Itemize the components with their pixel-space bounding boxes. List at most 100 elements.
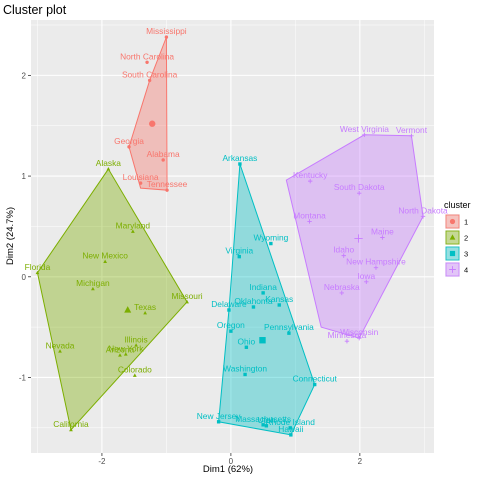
legend-label-3: 3 bbox=[464, 250, 468, 259]
point-oregon bbox=[229, 329, 233, 333]
point-label-texas: Texas bbox=[134, 302, 156, 312]
legend-marker-4 bbox=[449, 266, 456, 273]
point-label-arkansas: Arkansas bbox=[222, 153, 257, 163]
point-label-new-jersey: New Jersey bbox=[197, 411, 242, 421]
legend-label-2: 2 bbox=[464, 234, 468, 243]
point-wyoming bbox=[269, 241, 273, 246]
point-utah bbox=[264, 424, 269, 428]
point-vermont bbox=[409, 133, 414, 139]
point-label-hawaii: Hawaii bbox=[278, 424, 303, 434]
legend-title: cluster bbox=[444, 200, 471, 210]
point-label-south-carolina: South Carolina bbox=[122, 69, 178, 79]
point-label-delaware: Delaware bbox=[211, 299, 247, 309]
point-tennessee bbox=[165, 188, 169, 192]
y-tick-label: 0 bbox=[22, 273, 27, 282]
point-label-connecticut: Connecticut bbox=[293, 374, 338, 384]
point-label-wisconsin: Wisconsin bbox=[340, 327, 379, 337]
point-label-louisiana: Louisiana bbox=[123, 172, 159, 182]
point-label-arizona: Arizona bbox=[106, 344, 135, 354]
point-washington bbox=[243, 372, 247, 377]
point-label-oregon: Oregon bbox=[217, 320, 245, 330]
point-label-kentucky: Kentucky bbox=[293, 170, 328, 180]
legend-marker-3 bbox=[449, 250, 456, 257]
point-label-virginia: Virginia bbox=[225, 246, 253, 256]
point-label-oklahoma: Oklahoma bbox=[234, 296, 273, 306]
point-florida bbox=[35, 270, 40, 275]
point-label-michigan: Michigan bbox=[76, 278, 110, 288]
point-louisiana bbox=[138, 181, 143, 185]
x-tick-label: 0 bbox=[229, 457, 234, 466]
point-arkansas bbox=[238, 162, 242, 166]
point-michigan bbox=[91, 286, 95, 291]
point-minnesota bbox=[344, 339, 350, 344]
cluster-center-2 bbox=[124, 306, 132, 313]
point-label-illinois: Illinois bbox=[124, 334, 147, 344]
cluster-center-1 bbox=[149, 120, 156, 127]
point-georgia bbox=[127, 145, 131, 149]
x-axis-ticks: -2 0 2 bbox=[98, 453, 363, 466]
point-south-dakota bbox=[356, 190, 362, 196]
point-kentucky bbox=[307, 178, 313, 184]
point-new-york bbox=[123, 352, 128, 356]
point-colorado bbox=[132, 373, 137, 377]
x-tick-label: 2 bbox=[358, 457, 363, 466]
point-label-pennsylvania: Pennsylvania bbox=[264, 322, 314, 332]
x-axis-label: Dim1 (62%) bbox=[203, 464, 253, 475]
point-label-tennessee: Tennessee bbox=[147, 179, 188, 189]
point-label-north-carolina: North Carolina bbox=[120, 51, 174, 61]
point-new-hampshire bbox=[373, 265, 379, 270]
y-tick-label: 2 bbox=[22, 71, 27, 80]
point-virginia bbox=[237, 254, 241, 259]
point-label-maryland: Maryland bbox=[116, 220, 151, 230]
cluster-hull-3 bbox=[218, 163, 316, 436]
point-label-alaska: Alaska bbox=[96, 158, 121, 168]
point-label-colorado: Colorado bbox=[118, 364, 152, 374]
point-label-maine: Maine bbox=[371, 227, 394, 237]
point-label-new-mexico: New Mexico bbox=[82, 251, 128, 261]
point-label-west-virginia: West Virginia bbox=[340, 124, 389, 134]
point-label-alabama: Alabama bbox=[147, 149, 180, 159]
point-label-california: California bbox=[53, 419, 89, 429]
point-label-rhode-island: Rhode Island bbox=[266, 417, 316, 427]
point-alaska bbox=[106, 166, 111, 171]
point-label-new-york: New York bbox=[108, 343, 144, 353]
point-label-mississippi: Mississippi bbox=[146, 26, 187, 36]
cluster-center-3 bbox=[259, 337, 266, 344]
legend-marker-2 bbox=[449, 234, 456, 240]
point-labels: Mississippi North Carolina South Carolina G… bbox=[25, 26, 448, 434]
point-illinois bbox=[134, 343, 138, 347]
point-label-nevada: Nevada bbox=[46, 340, 75, 350]
x-tick-label: -2 bbox=[98, 457, 106, 466]
point-ohio bbox=[244, 345, 249, 349]
point-label-new-hampshire: New Hampshire bbox=[346, 257, 406, 267]
chart-title: Cluster plot bbox=[3, 3, 67, 17]
point-north-dakota bbox=[420, 214, 426, 219]
legend-label-4: 4 bbox=[464, 266, 468, 275]
point-missouri bbox=[185, 299, 189, 304]
cluster-hull-1 bbox=[128, 36, 168, 191]
point-label-georgia: Georgia bbox=[114, 136, 144, 146]
y-tick-label: 1 bbox=[22, 172, 27, 181]
point-south-carolina bbox=[147, 78, 152, 83]
point-arizona bbox=[118, 353, 122, 357]
point-label-iowa: Iowa bbox=[357, 271, 375, 281]
point-maine bbox=[380, 235, 385, 240]
point-label-kansas: Kansas bbox=[265, 294, 293, 304]
point-maryland bbox=[131, 229, 135, 233]
point-texas bbox=[143, 310, 147, 315]
point-connecticut bbox=[313, 382, 317, 387]
plot-panel bbox=[31, 20, 434, 453]
point-label-south-dakota: South Dakota bbox=[334, 182, 385, 192]
legend-label-1: 1 bbox=[464, 218, 468, 227]
point-mississippi bbox=[164, 35, 169, 39]
point-indiana bbox=[261, 291, 265, 295]
cluster-center-4 bbox=[354, 234, 363, 243]
legend-marker-1 bbox=[449, 218, 456, 225]
point-label-nebraska: Nebraska bbox=[324, 282, 360, 292]
point-hawaii bbox=[289, 433, 293, 437]
point-label-montana: Montana bbox=[293, 210, 326, 220]
point-label-vermont: Vermont bbox=[396, 125, 428, 135]
point-label-washington: Washington bbox=[223, 363, 267, 373]
point-label-north-dakota: North Dakota bbox=[398, 205, 448, 215]
